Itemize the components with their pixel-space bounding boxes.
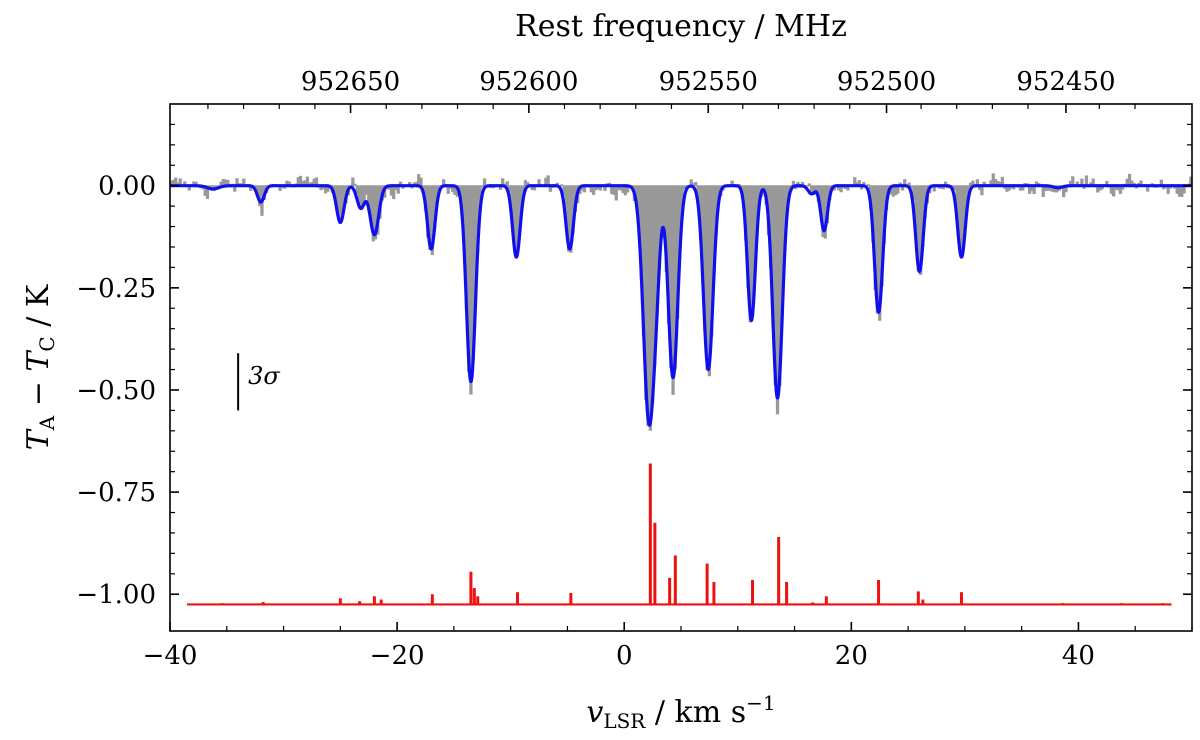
y-tick-label: −0.50 [76,376,156,406]
y-label-t2: T [21,350,56,372]
y-label-units: / K [21,284,56,336]
y-label-t1: T [21,428,56,450]
x-tick-label: −20 [370,641,425,671]
x-label-exp: −1 [746,691,775,715]
plot-area [170,173,1192,606]
y-label-minus: − [21,372,56,416]
x-tick-label: −40 [143,641,198,671]
x-label-var: v [586,695,603,730]
y-label-sub2: C [35,336,59,351]
axes: −40 −20 0 20 40 952650 952600 952550 952500 95245… [76,67,1193,671]
top-tick-label: 952550 [659,67,758,97]
y-tick-label: −0.75 [76,478,156,508]
x-tick-label: 40 [1062,641,1095,671]
top-tick-label: 952600 [479,67,578,97]
top-tick-label: 952500 [837,67,936,97]
y-tick-label: −1.00 [76,580,156,610]
x-label-units: / km s [645,695,746,730]
x-axis-label: vLSR / km s−1 [586,691,775,733]
y-label-sub1: A [35,415,59,431]
y-tick-label: −0.25 [76,274,156,304]
y-tick-label: 0.00 [98,172,156,202]
top-axis-label: Rest frequency / MHz [515,9,847,44]
x-tick-label: 20 [835,641,868,671]
x-tick-label: 0 [616,641,633,671]
y-axis-label: TA − TC / K [21,284,59,450]
x-label-sub: LSR [603,709,646,733]
noise-scale-label: 3σ [248,362,280,390]
top-tick-label: 952650 [301,67,400,97]
top-tick-label: 952450 [1016,67,1115,97]
model-fit-line [170,184,1192,427]
